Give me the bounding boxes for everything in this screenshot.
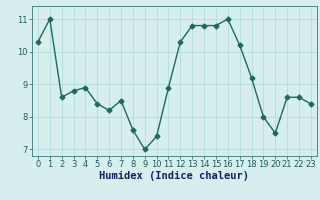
- X-axis label: Humidex (Indice chaleur): Humidex (Indice chaleur): [100, 171, 249, 181]
